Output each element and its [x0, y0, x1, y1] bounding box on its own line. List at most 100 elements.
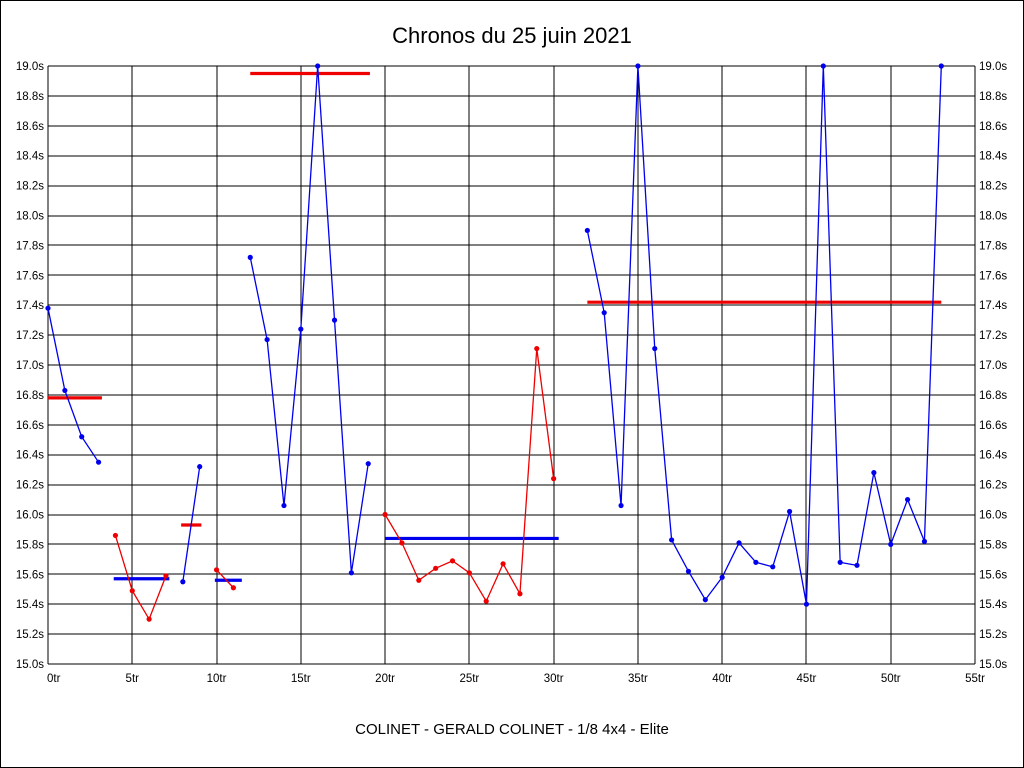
lap-marker: [466, 570, 472, 576]
y-tick-label-left: 18.4s: [16, 151, 44, 163]
lap-marker: [500, 561, 506, 567]
series-run-3: [180, 464, 203, 585]
lap-marker: [331, 317, 338, 323]
y-tick-label-left: 18.2s: [16, 181, 44, 193]
lap-marker: [635, 63, 641, 69]
y-tick-label-left: 16.2s: [16, 480, 44, 492]
lap-marker: [837, 559, 843, 565]
lap-marker: [95, 459, 102, 465]
y-tick-label-right: 16.8s: [979, 390, 1007, 402]
y-tick-label-right: 16.2s: [979, 480, 1007, 492]
y-tick-label-left: 19.0s: [16, 61, 44, 73]
y-tick-label-right: 16.4s: [979, 450, 1007, 462]
y-tick-label-right: 18.0s: [979, 211, 1007, 223]
lap-marker: [551, 476, 557, 482]
series-run-7: [584, 63, 944, 607]
lap-marker: [854, 562, 860, 568]
series-run-6: [382, 345, 557, 604]
y-tick-label-left: 18.0s: [16, 211, 44, 223]
lap-line: [216, 569, 234, 589]
lap-marker: [449, 558, 456, 564]
x-tick-label: 35tr: [628, 673, 648, 685]
y-tick-label-left: 16.6s: [16, 420, 44, 432]
lap-marker: [45, 305, 51, 311]
series-run-1: [45, 305, 102, 465]
lap-line: [249, 65, 369, 573]
lap-marker: [770, 564, 776, 570]
lap-marker: [348, 570, 354, 576]
lap-marker: [719, 574, 725, 580]
lap-marker: [112, 532, 119, 539]
y-tick-label-left: 17.0s: [16, 360, 44, 372]
lap-marker: [230, 585, 236, 591]
lap-marker: [753, 559, 759, 565]
lap-marker: [685, 568, 692, 574]
y-tick-label-left: 16.4s: [16, 450, 44, 462]
lap-line: [182, 466, 201, 582]
lap-marker: [871, 470, 877, 476]
y-tick-label-right: 15.0s: [979, 659, 1007, 671]
lap-marker: [129, 588, 135, 594]
y-tick-label-right: 15.6s: [979, 569, 1007, 581]
y-tick-label-right: 18.4s: [979, 151, 1007, 163]
lap-marker: [736, 540, 742, 546]
lap-line: [586, 65, 942, 605]
axis-labels: 15.0s 15.0s 15.2s 15.2s 15.4s 15.4s 15.6s 15.6s…: [16, 61, 1008, 685]
lap-line: [114, 535, 167, 621]
y-tick-label-left: 15.8s: [16, 539, 44, 551]
chart-title: Chronos du 25 juin 2021: [392, 23, 632, 48]
lap-marker: [399, 540, 405, 546]
lap-marker: [315, 63, 321, 69]
chart-caption: COLINET - GERALD COLINET - 1/8 4x4 - Eli…: [355, 721, 669, 738]
lap-marker: [298, 326, 304, 332]
lap-marker: [534, 345, 540, 352]
lap-marker: [382, 511, 388, 518]
y-tick-label-right: 15.2s: [979, 629, 1007, 641]
y-tick-label-right: 19.0s: [979, 61, 1007, 73]
y-tick-label-right: 15.8s: [979, 539, 1007, 551]
lap-marker: [702, 597, 708, 603]
y-tick-label-right: 17.8s: [979, 240, 1007, 252]
x-tick-label: 20tr: [375, 673, 395, 685]
y-tick-label-right: 17.2s: [979, 330, 1007, 342]
y-tick-label-left: 17.2s: [16, 330, 44, 342]
y-tick-label-right: 18.2s: [979, 181, 1007, 193]
lap-marker: [197, 464, 203, 470]
lap-marker: [416, 577, 422, 583]
x-tick-label: 55tr: [965, 673, 985, 685]
lap-marker: [820, 63, 826, 69]
lap-marker: [618, 502, 624, 509]
x-tick-label: 40tr: [712, 673, 732, 685]
lap-marker: [247, 254, 253, 260]
y-tick-label-left: 17.8s: [16, 240, 44, 252]
x-tick-label: 45tr: [797, 673, 817, 685]
lap-marker: [281, 502, 287, 509]
y-tick-label-right: 17.6s: [979, 270, 1007, 282]
lap-marker: [904, 496, 911, 503]
lap-marker: [264, 336, 270, 343]
x-tick-label: 0tr: [47, 673, 61, 685]
y-tick-label-left: 15.6s: [16, 569, 44, 581]
average-lines: [48, 71, 942, 582]
lap-marker: [79, 434, 85, 440]
y-tick-label-right: 18.8s: [979, 91, 1007, 103]
lap-marker: [433, 565, 439, 571]
series-run-5: [247, 63, 371, 576]
lap-marker: [483, 598, 489, 604]
y-tick-label-left: 18.6s: [16, 121, 44, 133]
lap-marker: [787, 508, 793, 515]
y-tick-label-right: 16.6s: [979, 420, 1007, 432]
x-tick-label: 50tr: [881, 673, 901, 685]
lap-marker: [146, 616, 152, 622]
y-tick-label-left: 16.0s: [16, 510, 44, 522]
y-tick-label-left: 15.4s: [16, 599, 44, 611]
x-tick-label: 10tr: [207, 673, 227, 685]
lap-marker: [652, 345, 658, 352]
y-tick-label-left: 15.0s: [16, 659, 44, 671]
lap-marker: [213, 567, 220, 573]
x-tick-label: 25tr: [459, 673, 479, 685]
lap-marker: [921, 538, 928, 545]
lap-marker: [62, 387, 68, 394]
y-tick-label-left: 17.6s: [16, 270, 44, 282]
